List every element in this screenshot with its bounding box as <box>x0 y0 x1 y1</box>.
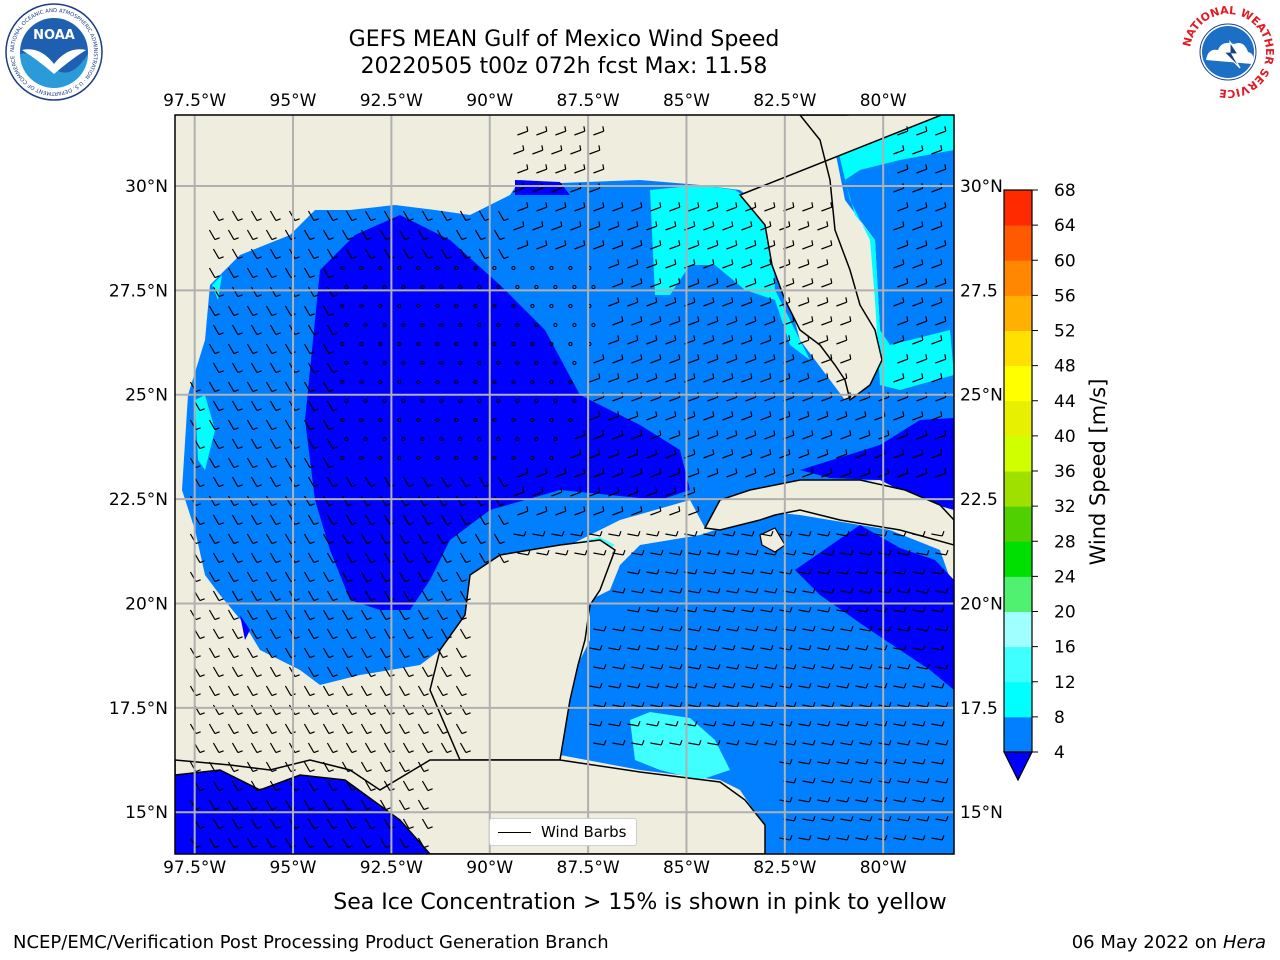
lon-tick-top: 97.5°W <box>163 91 226 111</box>
lon-tick-top: 82.5°W <box>753 91 816 111</box>
lon-tick-top: 87.5°W <box>557 91 620 111</box>
map-subtitle: 20220505 t00z 072h fcst Max: 11.58 <box>360 54 768 79</box>
noaa-logo-icon: NATIONAL OCEANIC AND ATMOSPHERIC ADMINIS… <box>5 3 103 101</box>
colorbar-tick-label: 68 <box>1054 181 1076 201</box>
lon-tick-top: 92.5°W <box>360 91 423 111</box>
colorbar-segment <box>1004 471 1032 507</box>
lat-tick-right: 22.5 <box>960 490 998 510</box>
lon-tick-top: 90°W <box>466 91 513 111</box>
lon-ticks-top: 97.5°W 95°W 92.5°W 90°W 87.5°W 85°W 82.5°W 80°W <box>163 91 907 111</box>
lon-ticks-bottom: 97.5°W 95°W 92.5°W 90°W 87.5°W 85°W 82.5°W 80°W <box>163 858 907 878</box>
lat-tick-right: 27.5 <box>960 281 998 301</box>
colorbar-tick-label: 28 <box>1054 532 1076 552</box>
high-wind-texas-north <box>212 275 222 300</box>
colorbar-segment <box>1004 646 1032 683</box>
colorbar-tick-label: 12 <box>1054 673 1076 693</box>
colorbar-tick-label: 32 <box>1054 497 1076 517</box>
colorbar-segment <box>1004 225 1032 261</box>
colorbar-tick-label: 24 <box>1054 567 1076 587</box>
lon-tick-top: 85°W <box>663 91 710 111</box>
map-plot-area <box>175 115 954 854</box>
lat-tick-left: 27.5°N <box>109 281 168 301</box>
colorbar-tick-label: 60 <box>1054 251 1076 271</box>
colorbar-tick-label: 36 <box>1054 462 1076 482</box>
colorbar-segment <box>1004 190 1032 226</box>
lon-tick-bottom: 85°W <box>663 858 710 878</box>
colorbar-tick-label: 56 <box>1054 286 1076 306</box>
lat-tick-left: 25°N <box>125 386 168 406</box>
legend-line-sample <box>498 832 531 833</box>
lon-tick-bottom: 90°W <box>466 858 513 878</box>
high-wind-texas <box>195 395 215 470</box>
calm-zone-straits <box>800 418 954 510</box>
lon-tick-top: 95°W <box>270 91 317 111</box>
noaa-logo-text: NOAA <box>33 28 75 43</box>
lat-tick-right: 17.5 <box>960 699 998 719</box>
footer-branch: NCEP/EMC/Verification Post Processing Pr… <box>13 932 609 953</box>
footer-date-text: 06 May 2022 on <box>1071 932 1218 953</box>
colorbar-tick-label: 4 <box>1054 743 1065 763</box>
colorbar-segment <box>1004 611 1032 648</box>
colorbar-tick-label: 52 <box>1054 322 1076 342</box>
colorbar-tick-label: 8 <box>1054 708 1065 728</box>
nws-logo-icon: NATIONAL WEATHER SERVICE <box>1180 4 1276 100</box>
lat-ticks-right: 30°N 27.5 25°N 22.5 20°N 17.5 15°N <box>960 177 1003 823</box>
colorbar-tick-label: 20 <box>1054 603 1076 623</box>
colorbar-segment <box>1004 400 1032 437</box>
lon-tick-bottom: 95°W <box>270 858 317 878</box>
cuba-land <box>703 479 954 546</box>
colorbar-segment <box>1004 681 1032 718</box>
lat-tick-left: 17.5°N <box>109 699 168 719</box>
colorbar-tick-label: 16 <box>1054 638 1076 658</box>
map-frame <box>174 114 955 855</box>
footer-system: Hera <box>1222 932 1266 953</box>
yucatan-land <box>429 539 616 761</box>
lon-tick-bottom: 82.5°W <box>753 858 816 878</box>
lat-lon-gridlines <box>175 115 954 854</box>
colorbar-tick-label: 44 <box>1054 392 1076 412</box>
wind-barbs <box>189 126 949 849</box>
colorbar-segment <box>1004 365 1032 402</box>
lat-tick-left: 15°N <box>125 803 168 823</box>
lat-ticks-left: 30°N 27.5°N 25°N 22.5°N 20°N 17.5°N 15°N <box>109 177 168 823</box>
lat-tick-left: 22.5°N <box>109 490 168 510</box>
colorbar-extend-arrow <box>1003 751 1033 782</box>
lon-tick-bottom: 80°W <box>860 858 907 878</box>
sea-ice-note: Sea Ice Concentration > 15% is shown in … <box>333 890 947 915</box>
lon-tick-bottom: 97.5°W <box>163 858 226 878</box>
colorbar-segment <box>1004 435 1032 472</box>
isle-of-youth <box>759 527 786 553</box>
colorbar-segment <box>1004 295 1032 331</box>
map-title: GEFS MEAN Gulf of Mexico Wind Speed <box>348 27 780 52</box>
footer-date: 06 May 2022 on Hera <box>1072 932 1266 953</box>
colorbar-tick-label: 48 <box>1054 357 1076 377</box>
lon-tick-bottom: 92.5°W <box>360 858 423 878</box>
wind-barbs-legend: Wind Barbs <box>489 818 637 846</box>
colorbar-segment <box>1004 260 1032 296</box>
lat-tick-right: 30°N <box>960 177 1003 197</box>
calm-zone-gulf <box>305 215 690 610</box>
high-wind-honduras <box>630 712 730 780</box>
colorbar-tick-label: 40 <box>1054 427 1076 447</box>
lat-tick-left: 20°N <box>125 594 168 614</box>
colorbar-tick-label: 64 <box>1054 216 1076 236</box>
lat-tick-right: 25°N <box>960 386 1003 406</box>
legend-label: Wind Barbs <box>541 823 627 841</box>
lon-tick-bottom: 87.5°W <box>557 858 620 878</box>
lon-tick-top: 80°W <box>860 91 907 111</box>
calm-zone-west <box>240 615 250 640</box>
colorbar-segment <box>1004 506 1032 542</box>
colorbar-segment <box>1004 576 1032 612</box>
lat-tick-left: 30°N <box>125 177 168 197</box>
colorbar-segment <box>1004 716 1032 753</box>
colorbar-segment <box>1004 330 1032 367</box>
lat-tick-right: 15°N <box>960 803 1003 823</box>
colorbar-segment <box>1004 541 1032 577</box>
colorbar-label: Wind Speed [m/s] <box>1086 379 1110 566</box>
lat-tick-right: 20°N <box>960 594 1003 614</box>
